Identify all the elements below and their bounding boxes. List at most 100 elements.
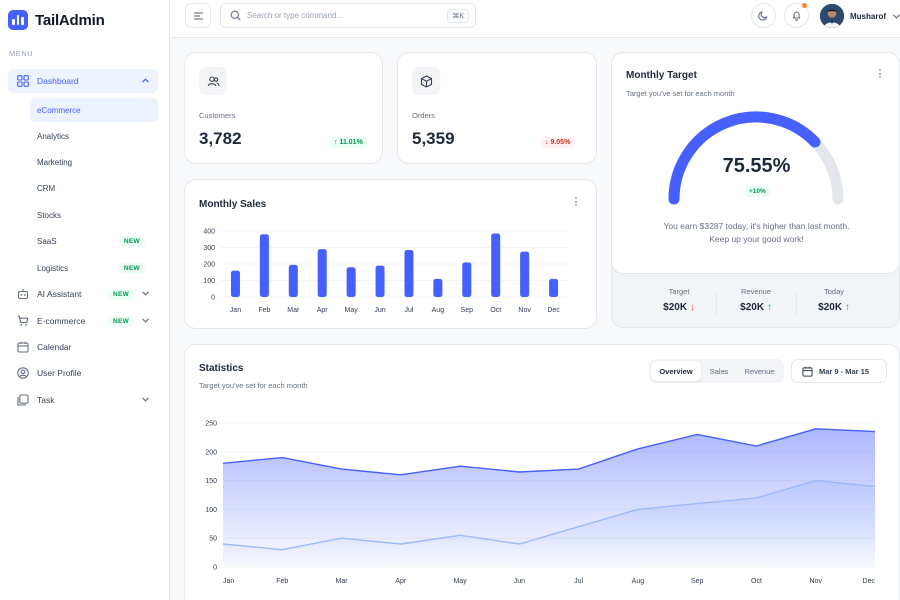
sidebar-subitem-saas[interactable]: SaaS NEW <box>30 229 158 253</box>
cart-icon <box>16 314 30 328</box>
moon-icon <box>758 11 768 21</box>
stat-label: Revenue <box>740 287 772 296</box>
more-options-icon[interactable] <box>878 69 882 78</box>
statistics-chart: 250 200 150 100 50 0 Jan Feb Mar Apr May Jun Jul Aug S… <box>205 421 876 586</box>
bar[interactable] <box>230 270 240 297</box>
user-circle-icon <box>16 366 30 380</box>
today-stat: Today $20K ↑ <box>799 287 869 313</box>
bar[interactable] <box>317 249 327 297</box>
bar[interactable] <box>462 262 472 297</box>
sidebar-subitem-crm[interactable]: CRM <box>30 176 158 200</box>
more-options-icon[interactable] <box>574 197 578 206</box>
gauge-progress <box>668 111 821 205</box>
stat-value: $20K <box>818 302 843 313</box>
series-line-revenue <box>222 479 876 551</box>
sidebar-item-task[interactable]: Task <box>8 388 158 412</box>
monthly-target-title: Monthly Target <box>626 70 697 81</box>
date-range-label: Mar 9 - Mar 15 <box>819 366 870 376</box>
sidebar-item-ai-assistant[interactable]: AI Assistant NEW <box>8 282 158 306</box>
subitem-label: eCommerce <box>37 105 81 115</box>
x-tick-label: Jun <box>514 578 525 585</box>
stat-value: $20K <box>740 302 765 313</box>
target-gauge <box>668 111 844 205</box>
sidebar-item-label: Dashboard <box>37 76 79 86</box>
chevron-down-icon <box>141 395 150 406</box>
bar[interactable] <box>433 278 443 297</box>
x-tick-label: Aug <box>632 578 645 585</box>
tab-revenue[interactable]: Revenue <box>744 366 775 376</box>
x-tick-label: Dec <box>863 578 876 585</box>
y-tick-label: 50 <box>209 536 217 543</box>
bar[interactable] <box>491 233 501 297</box>
bar[interactable] <box>404 249 414 297</box>
revenue-stat: Revenue $20K ↑ <box>721 287 791 313</box>
target-message-line2: Keep up your good work! <box>709 234 804 244</box>
orders-label: Orders <box>412 111 435 120</box>
sidebar-toggle-button[interactable] <box>185 3 211 28</box>
y-tick-label: 100 <box>203 278 215 285</box>
x-tick-label: Feb <box>258 307 270 314</box>
theme-toggle-button[interactable] <box>751 3 776 28</box>
chevron-down-icon <box>141 316 150 327</box>
sidebar-item-label: Calendar <box>37 342 72 352</box>
statistics-card: Statistics Target you've set for each mo… <box>184 344 900 600</box>
new-badge: NEW <box>118 263 145 274</box>
sidebar-subitem-analytics[interactable]: Analytics <box>30 124 158 148</box>
x-tick-label: Jul <box>574 578 583 585</box>
sidebar-subitem-stocks[interactable]: Stocks <box>30 203 158 227</box>
bar[interactable] <box>520 251 530 297</box>
bar[interactable] <box>346 267 356 297</box>
box-icon <box>412 67 440 95</box>
new-badge: NEW <box>108 289 135 300</box>
user-menu[interactable]: Musharof <box>820 4 900 28</box>
notifications-button[interactable] <box>784 3 809 28</box>
monthly-sales-card: Monthly Sales 400 300 200 100 0 Jan Feb Mar Apr M… <box>184 179 597 329</box>
x-tick-label: May <box>345 307 359 314</box>
orders-card: Orders 5,359 ↓ 9.05% <box>397 52 597 164</box>
date-range-picker[interactable]: Mar 9 - Mar 15 <box>791 359 887 383</box>
x-tick-label: Sep <box>461 307 474 314</box>
orders-value: 5,359 <box>412 129 455 148</box>
sidebar-item-dashboard[interactable]: Dashboard <box>8 69 158 93</box>
sidebar-item-user-profile[interactable]: User Profile <box>8 361 158 385</box>
sidebar-item-label: Task <box>37 395 55 405</box>
task-icon <box>16 393 30 407</box>
statistics-subtitle: Target you've set for each month <box>199 381 308 390</box>
sidebar-subitem-marketing[interactable]: Marketing <box>30 150 158 174</box>
chevron-down-icon <box>141 289 150 300</box>
bar[interactable] <box>288 264 298 297</box>
sidebar-item-ecommerce[interactable]: E-commerce NEW <box>8 309 158 333</box>
arrow-up-icon: ↑ <box>844 302 850 313</box>
subitem-label: Analytics <box>37 131 70 141</box>
chevron-down-icon <box>893 14 900 19</box>
sidebar-item-calendar[interactable]: Calendar <box>8 335 158 359</box>
target-message: You earn $3287 today, it's higher than l… <box>612 220 900 246</box>
y-tick-label: 400 <box>203 229 215 236</box>
brand-logo[interactable]: TailAdmin <box>8 10 105 30</box>
search-input[interactable] <box>247 11 427 20</box>
statistics-tabs: Overview Sales Revenue <box>649 359 784 383</box>
target-percent: 75.55% <box>722 155 791 177</box>
tab-overview[interactable]: Overview <box>651 361 701 381</box>
stat-value-row: $20K ↑ <box>799 302 869 313</box>
new-badge: NEW <box>108 316 135 327</box>
y-tick-label: 200 <box>203 262 215 269</box>
y-tick-label: 150 <box>205 478 217 485</box>
divider <box>716 293 717 315</box>
tab-sales[interactable]: Sales <box>709 366 729 376</box>
bar[interactable] <box>549 278 559 297</box>
sidebar-subitem-logistics[interactable]: Logistics NEW <box>30 256 158 280</box>
stat-value-row: $20K ↑ <box>721 302 791 313</box>
sidebar-subitem-ecommerce[interactable]: eCommerce <box>30 98 158 122</box>
subitem-label: Logistics <box>37 263 69 273</box>
subitem-label: Stocks <box>37 210 62 220</box>
arrow-down-icon: ↓ <box>689 302 695 313</box>
monthly-target-card: Monthly Target Target you've set for eac… <box>611 52 900 328</box>
y-tick-label: 0 <box>211 295 215 302</box>
target-stat: Target $20K ↓ <box>644 287 714 313</box>
bar[interactable] <box>375 265 385 297</box>
bar[interactable] <box>259 234 269 297</box>
x-tick-label: Sep <box>691 578 704 585</box>
orders-change-badge: ↓ 9.05% <box>540 137 576 148</box>
menu-section-label: MENU <box>9 49 34 58</box>
